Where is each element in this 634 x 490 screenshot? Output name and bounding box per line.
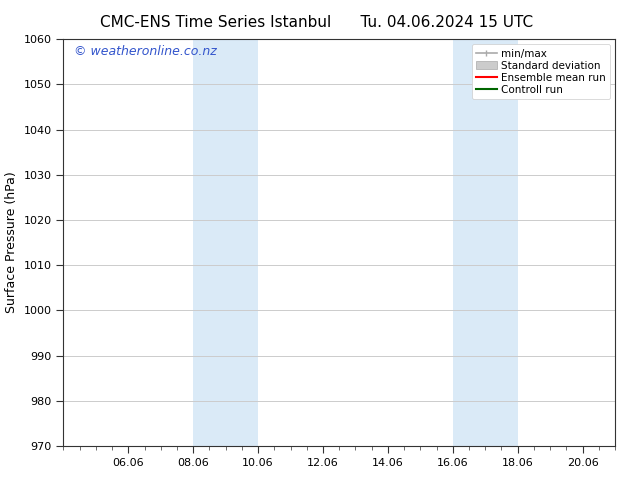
Text: © weatheronline.co.nz: © weatheronline.co.nz [74,45,217,58]
Text: CMC-ENS Time Series Istanbul      Tu. 04.06.2024 15 UTC: CMC-ENS Time Series Istanbul Tu. 04.06.2… [100,15,534,30]
Y-axis label: Surface Pressure (hPa): Surface Pressure (hPa) [5,172,18,314]
Legend: min/max, Standard deviation, Ensemble mean run, Controll run: min/max, Standard deviation, Ensemble me… [472,45,610,99]
Bar [453,39,517,446]
Bar [193,39,258,446]
